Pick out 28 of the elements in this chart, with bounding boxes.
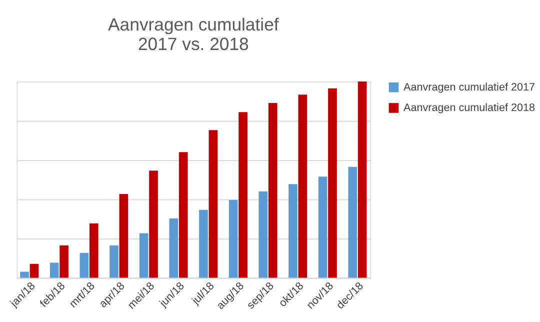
bar: [50, 262, 59, 278]
bar: [178, 152, 188, 278]
bar: [60, 245, 68, 278]
bar: [199, 210, 208, 278]
bar: [298, 94, 308, 278]
bar: [30, 264, 39, 278]
legend-label: Aanvragen cumulatief 2017: [404, 81, 535, 94]
bar: [20, 272, 29, 278]
bar: [149, 170, 158, 278]
bar: [80, 252, 89, 278]
bar: [139, 233, 148, 278]
bar: [119, 194, 128, 278]
bar: [110, 245, 118, 278]
bar: [238, 112, 248, 278]
bar: [318, 176, 328, 278]
bar: [348, 166, 358, 278]
text: 2017 vs. 2018: [138, 34, 249, 54]
bar: [358, 81, 367, 278]
bar: [258, 191, 268, 278]
bar: [288, 184, 298, 278]
bar: [169, 218, 178, 278]
bar: [268, 103, 278, 278]
legend-label: Aanvragen cumulatief 2018: [404, 102, 535, 114]
text: Aanvragen cumulatief: [108, 14, 279, 34]
bar: [208, 130, 218, 278]
bar: [228, 200, 238, 278]
bar: [89, 223, 98, 278]
bar: [328, 88, 337, 278]
